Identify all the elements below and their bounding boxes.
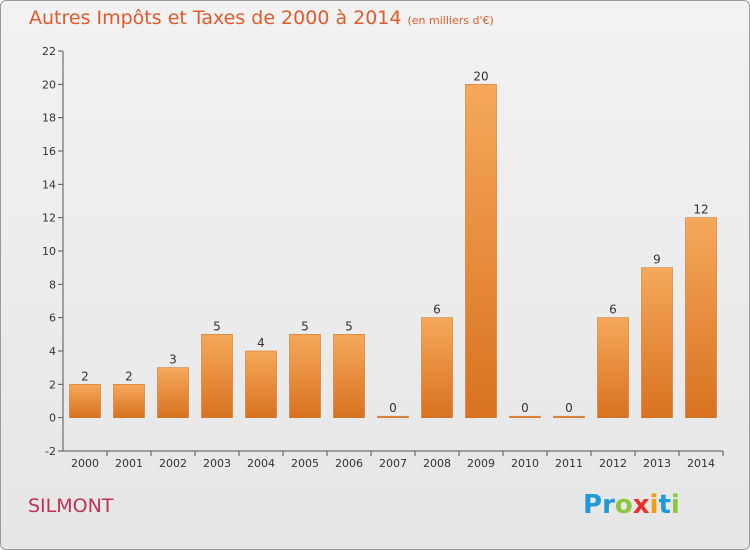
x-tick-label: 2013	[643, 457, 671, 470]
y-tick-label: 20	[42, 78, 56, 91]
bar	[289, 334, 321, 418]
y-tick-label: 10	[42, 245, 56, 258]
x-tick-label: 2003	[203, 457, 231, 470]
x-tick-label: 2009	[467, 457, 495, 470]
bar	[597, 317, 629, 418]
proxiti-logo: Proxiti	[583, 490, 680, 520]
bar	[685, 217, 717, 418]
y-tick-label: 0	[49, 412, 56, 425]
y-tick-label: 6	[49, 312, 56, 325]
logo-letter: o	[614, 490, 633, 520]
x-tick-label: 2014	[687, 457, 715, 470]
x-tick-label: 2000	[71, 457, 99, 470]
bar	[69, 384, 101, 418]
x-tick-label: 2012	[599, 457, 627, 470]
bar-value-label: 6	[433, 303, 441, 317]
bar	[553, 415, 585, 418]
x-tick-label: 2007	[379, 457, 407, 470]
logo-letter: r	[602, 490, 615, 520]
bar	[509, 415, 541, 418]
y-tick-label: -2	[45, 445, 56, 458]
y-tick-label: 2	[49, 378, 56, 391]
chart-title: Autres Impôts et Taxes de 2000 à 2014 (en…	[29, 7, 494, 29]
chart-unit: (en milliers d'€)	[407, 14, 494, 27]
bar-value-label: 20	[473, 69, 488, 83]
chart-title-text: Autres Impôts et Taxes de 2000 à 2014	[29, 7, 402, 29]
y-tick-label: 16	[42, 145, 56, 158]
bar	[465, 84, 497, 418]
logo-letter: i	[649, 490, 659, 520]
bar-value-label: 0	[389, 401, 397, 415]
bar	[245, 350, 277, 418]
y-tick-label: 12	[42, 212, 56, 225]
bar-value-label: 6	[609, 303, 617, 317]
x-tick-label: 2008	[423, 457, 451, 470]
bar-value-label: 0	[565, 401, 573, 415]
x-tick-label: 2001	[115, 457, 143, 470]
x-tick-label: 2011	[555, 457, 583, 470]
bar-value-label: 5	[301, 319, 309, 333]
bar-value-label: 12	[693, 203, 708, 217]
bar	[113, 384, 145, 418]
y-tick-label: 4	[49, 345, 56, 358]
bar-value-label: 0	[521, 401, 529, 415]
y-tick-label: 8	[49, 278, 56, 291]
bar	[641, 267, 673, 418]
bar-value-label: 5	[213, 319, 221, 333]
bar-value-label: 3	[169, 353, 177, 367]
bar-value-label: 4	[257, 336, 265, 350]
y-tick-label: 14	[42, 178, 56, 191]
x-tick-label: 2004	[247, 457, 275, 470]
bar	[157, 367, 189, 418]
logo-letter: P	[583, 490, 603, 520]
bar	[421, 317, 453, 418]
bar	[333, 334, 365, 418]
x-tick-label: 2006	[335, 457, 363, 470]
bar-value-label: 2	[81, 369, 89, 383]
x-tick-label: 2002	[159, 457, 187, 470]
bar	[377, 415, 409, 418]
y-tick-label: 22	[42, 45, 56, 58]
bar-value-label: 9	[653, 253, 661, 267]
logo-letter: t	[658, 490, 671, 520]
y-tick-label: 18	[42, 112, 56, 125]
logo-letter: x	[632, 490, 650, 520]
x-tick-label: 2010	[511, 457, 539, 470]
bar-value-label: 2	[125, 369, 133, 383]
logo-letter: i	[670, 490, 680, 520]
x-tick-label: 2005	[291, 457, 319, 470]
bar-value-label: 5	[345, 319, 353, 333]
bar	[201, 334, 233, 418]
commune-name: SILMONT	[28, 495, 114, 517]
